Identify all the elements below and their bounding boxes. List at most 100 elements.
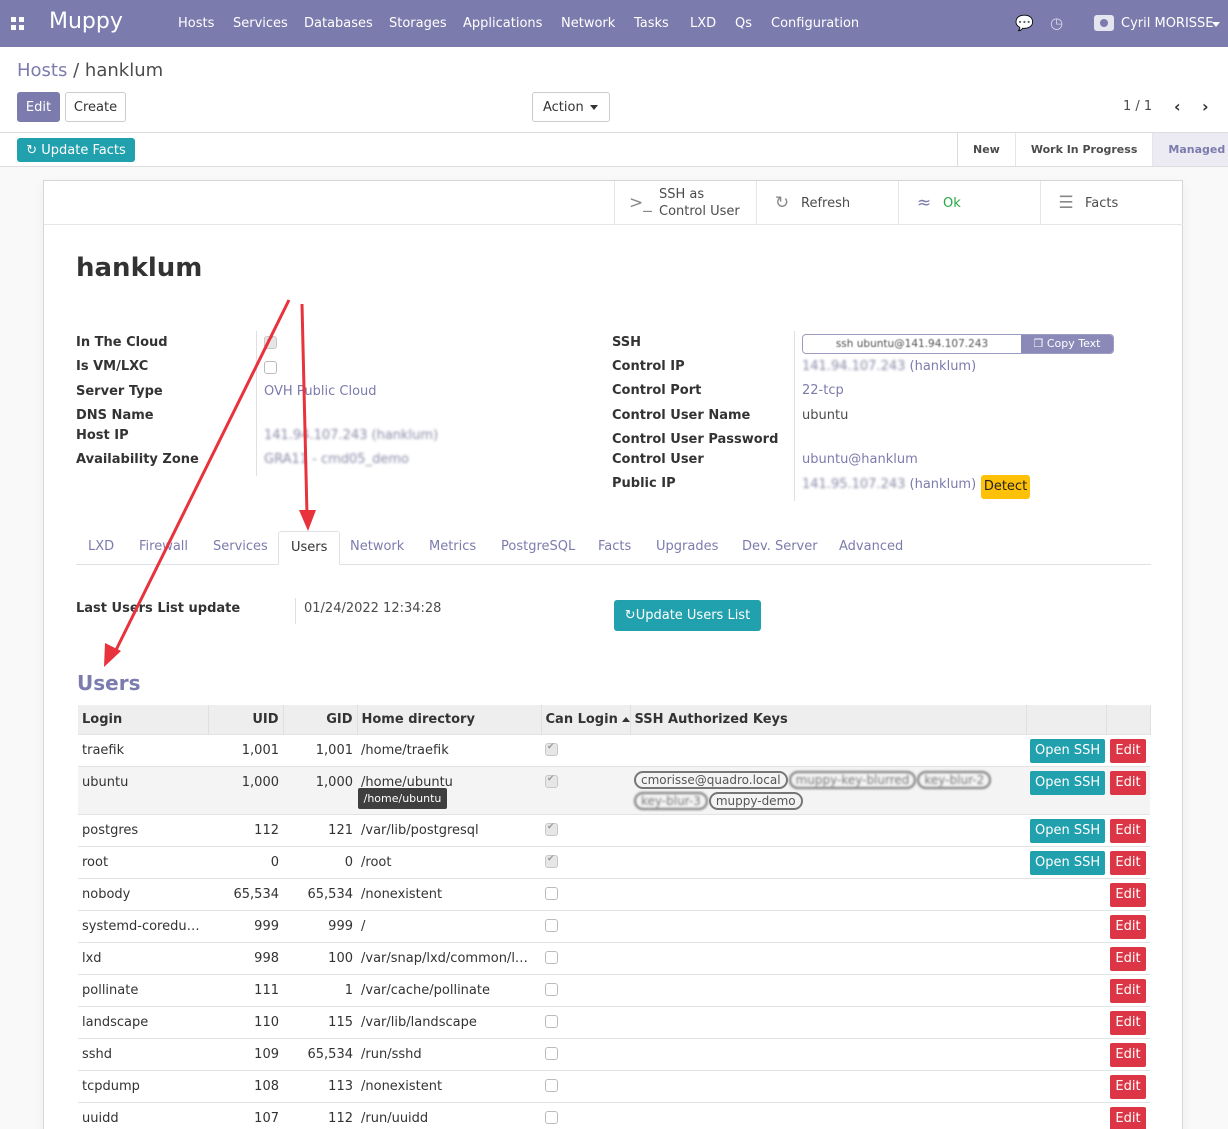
tab-advanced[interactable]: Advanced [839, 539, 904, 554]
can-login-checkbox[interactable] [545, 1110, 558, 1124]
tab-network[interactable]: Network [350, 539, 405, 554]
menu-hosts[interactable]: Hosts [178, 16, 215, 31]
edit-row-button[interactable]: Edit [1110, 946, 1146, 971]
menu-qs[interactable]: Qs [735, 16, 753, 31]
edit-row-button[interactable]: Edit [1110, 818, 1146, 843]
edit-row-button[interactable]: Edit [1110, 770, 1146, 795]
column-ssh-authorized-keys[interactable]: SSH Authorized Keys [630, 705, 1027, 734]
detect-button[interactable]: Detect [981, 475, 1030, 499]
can-login-checkbox[interactable] [545, 1078, 558, 1092]
menu-databases[interactable]: Databases [304, 16, 373, 31]
menu-tasks[interactable]: Tasks [634, 16, 669, 31]
edit-row-button[interactable]: Edit [1110, 914, 1146, 939]
menu-services[interactable]: Services [233, 16, 288, 31]
tab-services[interactable]: Services [213, 539, 268, 554]
refresh-button[interactable]: ↻ Refresh [756, 181, 898, 225]
can-login-checkbox[interactable] [545, 950, 558, 964]
breadcrumb-hosts[interactable]: Hosts [17, 60, 68, 81]
user-menu[interactable]: Cyril MORISSE [1121, 16, 1214, 31]
can-login-checkbox[interactable] [545, 886, 558, 900]
control-port-value[interactable]: 22-tcp [802, 383, 844, 398]
table-row[interactable]: ubuntu1,0001,000/home/ubuntucmorisse@qua… [78, 765, 1150, 814]
stage-managed[interactable]: Managed [1153, 133, 1228, 166]
server-type-value[interactable]: OVH Public Cloud [264, 384, 377, 399]
menu-storages[interactable]: Storages [389, 16, 447, 31]
can-login-checkbox[interactable] [545, 774, 558, 788]
control-ip-value[interactable]: 141.94.107.243 (hanklum) [802, 359, 976, 374]
table-row[interactable]: lxd 998 100/var/snap/lxd/common/l… Edit [78, 941, 1150, 974]
edit-row-button[interactable]: Edit [1110, 1074, 1146, 1099]
public-ip-value[interactable]: 141.95.107.243 (hanklum) [802, 477, 976, 492]
apps-icon[interactable] [11, 17, 24, 30]
host-ip-value[interactable]: 141.94.107.243 (hanklum) [264, 428, 439, 443]
column-home-directory[interactable]: Home directory [357, 705, 542, 734]
tab-firewall[interactable]: Firewall [139, 539, 189, 554]
chat-icon[interactable]: 💬 [1015, 14, 1034, 32]
column-login[interactable]: Login [78, 705, 209, 734]
brand-logo[interactable]: Muppy [49, 9, 123, 34]
copy-text-button[interactable]: ❐ Copy Text [1021, 335, 1113, 353]
edit-row-button[interactable]: Edit [1110, 850, 1146, 875]
table-row[interactable]: landscape 110 115/var/lib/landscape Edit [78, 1005, 1150, 1038]
open-ssh-button[interactable]: Open SSH [1030, 850, 1106, 875]
edit-row-button[interactable]: Edit [1110, 978, 1146, 1003]
tab-postgresql[interactable]: PostgreSQL [501, 539, 576, 554]
tab-metrics[interactable]: Metrics [429, 539, 477, 554]
control-user-value[interactable]: ubuntu@hanklum [802, 452, 918, 467]
edit-row-button[interactable]: Edit [1110, 1042, 1146, 1067]
edit-button[interactable]: Edit [17, 92, 60, 122]
ssh-key-tag[interactable]: muppy-key-blurred [788, 770, 917, 789]
tab-lxd[interactable]: LXD [88, 539, 115, 554]
ssh-key-tag[interactable]: key-blur-2 [917, 770, 992, 789]
clock-icon[interactable]: ◷ [1050, 14, 1064, 32]
ssh-key-tag[interactable]: key-blur-3 [634, 791, 708, 810]
can-login-checkbox[interactable] [545, 822, 558, 836]
stage-work-in-progress[interactable]: Work In Progress [1016, 133, 1154, 166]
can-login-checkbox[interactable] [545, 982, 558, 996]
menu-lxd[interactable]: LXD [690, 16, 717, 31]
table-row[interactable]: pollinate 111 1/var/cache/pollinate Edit [78, 973, 1150, 1006]
can-login-checkbox[interactable] [545, 1014, 558, 1028]
table-row[interactable]: tcpdump 108 113/nonexistent Edit [78, 1069, 1150, 1102]
connection-status-button[interactable]: ≈ Ok [898, 181, 1040, 225]
tab-users[interactable]: Users [278, 531, 341, 565]
column-gid[interactable]: GID [283, 705, 358, 734]
can-login-checkbox[interactable] [545, 742, 558, 756]
chevron-down-icon[interactable] [1212, 22, 1220, 27]
table-row[interactable]: nobody 65,534 65,534/nonexistent Edit [78, 877, 1150, 910]
update-users-list-button[interactable]: ↻Update Users List [614, 600, 761, 631]
tab-dev-server[interactable]: Dev. Server [742, 539, 818, 554]
edit-row-button[interactable]: Edit [1110, 882, 1146, 907]
ssh-control-user-button[interactable]: >_ SSH as Control User [614, 181, 756, 225]
in-the-cloud-checkbox[interactable] [264, 335, 277, 349]
can-login-checkbox[interactable] [545, 1046, 558, 1060]
is-vm-lxc-checkbox[interactable] [264, 361, 277, 374]
menu-configuration[interactable]: Configuration [771, 16, 860, 31]
column-uid[interactable]: UID [208, 705, 284, 734]
can-login-checkbox[interactable] [545, 854, 558, 868]
update-facts-button[interactable]: ↻ Update Facts [17, 138, 135, 162]
column-can-login[interactable]: Can Login [541, 705, 631, 734]
edit-row-button[interactable]: Edit [1110, 1010, 1146, 1035]
facts-button[interactable]: ☰ Facts [1040, 181, 1182, 225]
open-ssh-button[interactable]: Open SSH [1030, 818, 1106, 843]
menu-applications[interactable]: Applications [463, 16, 543, 31]
stage-new[interactable]: New [958, 133, 1016, 166]
availability-zone-value[interactable]: GRA11 - cmd05_demo [264, 452, 409, 467]
open-ssh-button[interactable]: Open SSH [1030, 738, 1106, 763]
ssh-key-tag[interactable]: cmorisse@quadro.local [634, 770, 788, 789]
action-dropdown[interactable]: Action [532, 92, 610, 122]
pager-next-icon[interactable]: › [1202, 97, 1209, 116]
tab-facts[interactable]: Facts [598, 539, 632, 554]
tab-upgrades[interactable]: Upgrades [656, 539, 719, 554]
menu-network[interactable]: Network [561, 16, 616, 31]
table-row[interactable]: sshd 109 65,534/run/sshd Edit [78, 1037, 1150, 1070]
create-button[interactable]: Create [65, 92, 126, 122]
pager-value[interactable]: 1 / 1 [1123, 99, 1153, 114]
open-ssh-button[interactable]: Open SSH [1030, 770, 1106, 795]
edit-row-button[interactable]: Edit [1110, 1106, 1146, 1129]
edit-row-button[interactable]: Edit [1110, 738, 1146, 763]
